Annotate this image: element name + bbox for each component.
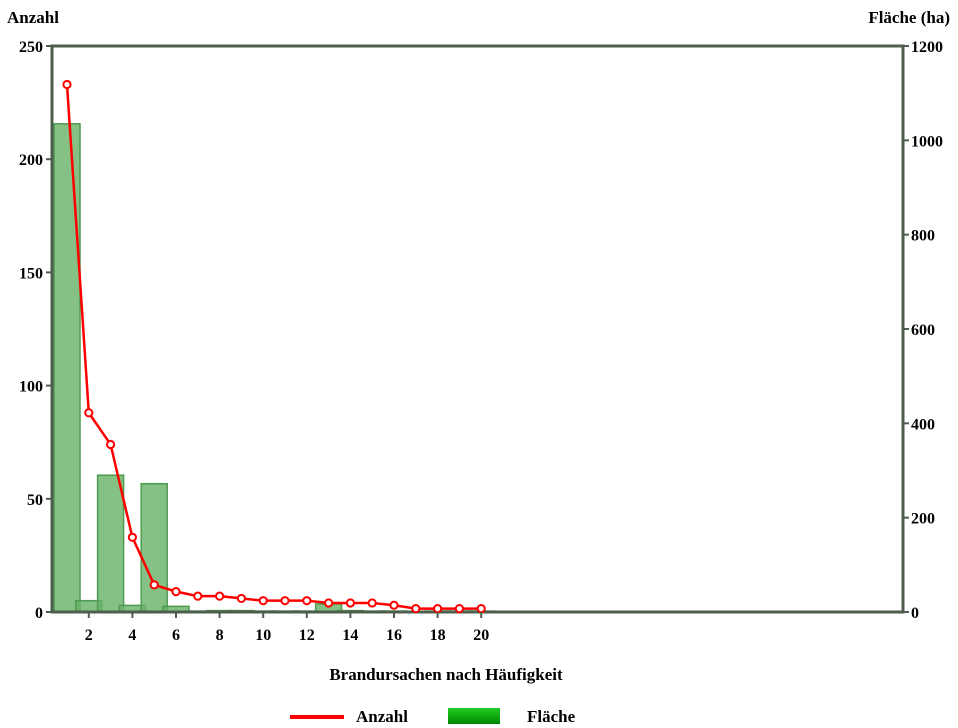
plot-frame — [50, 44, 905, 614]
point-anzahl-2 — [84, 408, 94, 418]
point-anzahl-18 — [433, 604, 443, 614]
left-tick-label-200: 200 — [19, 152, 43, 169]
point-anzahl-8 — [215, 591, 225, 601]
left-axis-ticks: 0 50 100 150 200 250 — [19, 39, 52, 622]
x-tick-label-8: 8 — [216, 627, 224, 644]
bar-series — [53, 123, 495, 613]
right-axis-title: Fläche (ha) — [868, 8, 950, 27]
left-tick-label-100: 100 — [19, 379, 43, 396]
right-tick-label-0: 0 — [911, 605, 919, 622]
x-tick-label-20: 20 — [473, 627, 489, 644]
point-anzahl-17 — [411, 604, 421, 614]
x-tick-label-12: 12 — [299, 627, 315, 644]
legend-label-flaeche: Fläche — [527, 707, 576, 726]
point-anzahl-9 — [236, 593, 246, 604]
point-anzahl-13 — [324, 598, 334, 608]
line-series — [62, 79, 486, 614]
bar-flaeche-3 — [96, 474, 125, 613]
bar-flaeche-1 — [53, 123, 81, 613]
point-anzahl-12 — [302, 596, 312, 606]
x-tick-label-16: 16 — [386, 627, 402, 644]
right-axis-ticks: 0 200 400 600 800 1000 1200 — [903, 39, 943, 622]
x-tick-label-4: 4 — [128, 627, 136, 644]
left-tick-label-0: 0 — [35, 605, 43, 622]
legend-label-anzahl: Anzahl — [356, 707, 408, 726]
point-anzahl-10 — [258, 596, 268, 606]
x-tick-label-10: 10 — [255, 627, 271, 644]
point-anzahl-19 — [454, 604, 464, 614]
x-tick-label-6: 6 — [172, 627, 180, 644]
left-tick-label-150: 150 — [19, 265, 43, 282]
point-anzahl-4 — [127, 532, 137, 542]
bar-flaeche-5 — [140, 482, 168, 613]
x-tick-label-2: 2 — [85, 627, 93, 644]
legend-bar-swatch — [448, 708, 500, 724]
x-tick-label-18: 18 — [430, 627, 446, 644]
left-tick-label-50: 50 — [27, 492, 43, 509]
right-tick-label-800: 800 — [911, 228, 935, 245]
plot-border — [50, 44, 905, 614]
point-anzahl-16 — [389, 600, 399, 610]
left-tick-label-250: 250 — [19, 39, 43, 56]
legend: Anzahl Fläche — [290, 707, 576, 726]
point-anzahl-6 — [171, 587, 181, 597]
right-tick-label-600: 600 — [911, 322, 935, 339]
point-anzahl-1 — [62, 79, 72, 90]
x-axis-ticks: 2 4 6 8 10 12 14 16 18 20 — [85, 612, 489, 644]
point-anzahl-3 — [106, 439, 116, 450]
right-tick-label-200: 200 — [911, 511, 935, 528]
right-tick-label-1200: 1200 — [911, 39, 943, 56]
right-tick-label-1000: 1000 — [911, 133, 943, 150]
point-anzahl-14 — [345, 598, 355, 608]
line-anzahl — [65, 84, 482, 610]
x-tick-label-14: 14 — [342, 627, 358, 644]
point-anzahl-20 — [476, 604, 486, 614]
point-anzahl-15 — [367, 598, 377, 608]
x-axis-title: Brandursachen nach Häufigkeit — [329, 665, 563, 684]
point-anzahl-11 — [280, 596, 290, 606]
right-tick-label-400: 400 — [911, 416, 935, 433]
point-anzahl-5 — [149, 580, 159, 590]
left-axis-title: Anzahl — [7, 8, 59, 27]
point-anzahl-7 — [193, 591, 203, 601]
